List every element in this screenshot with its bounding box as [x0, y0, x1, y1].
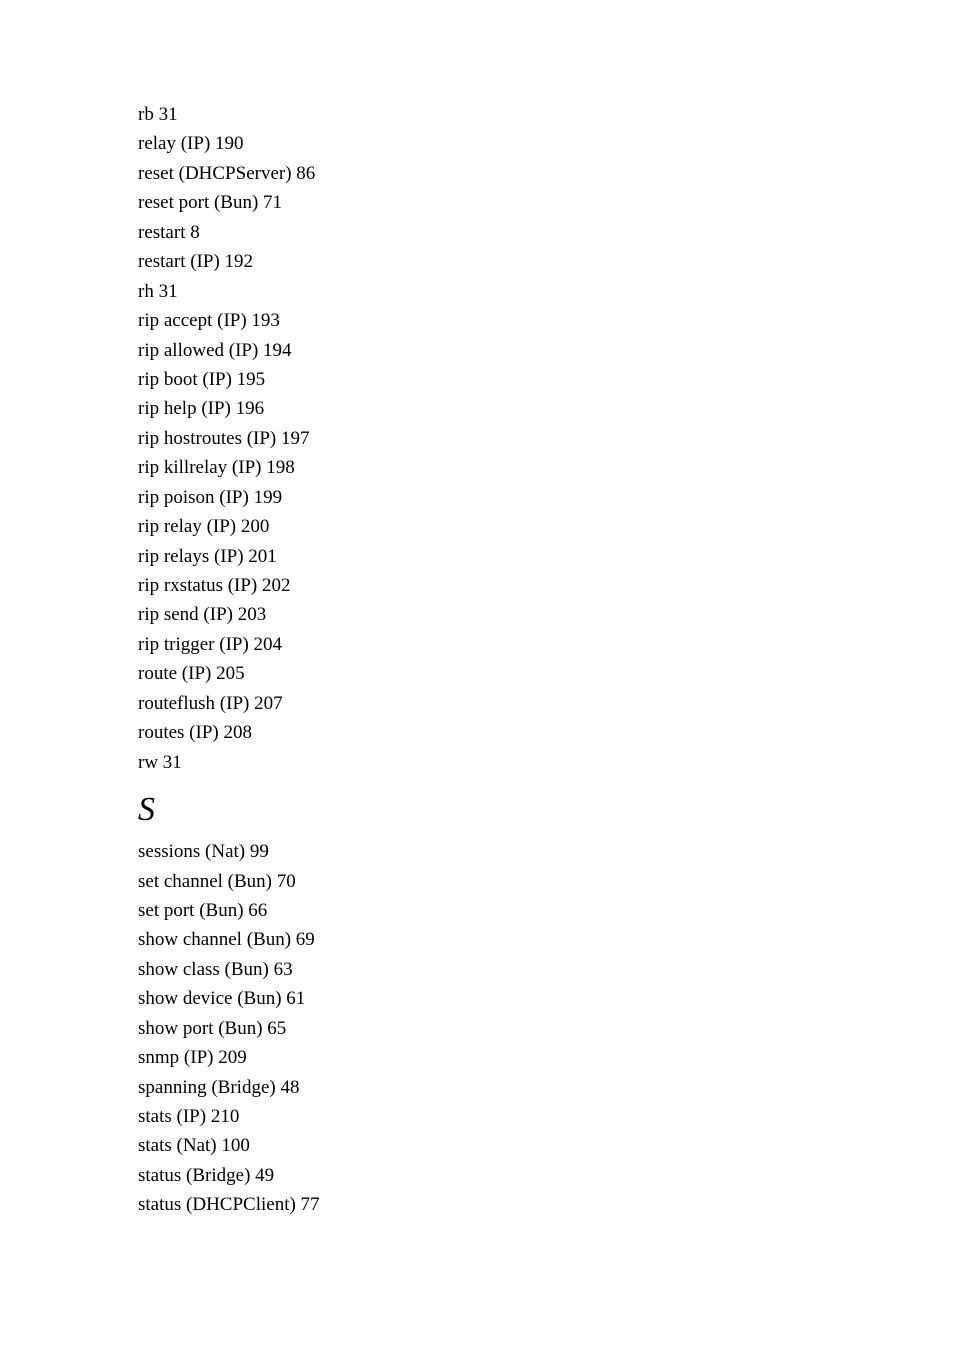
index-entry: rip accept (IP) 193 — [138, 306, 954, 335]
index-entry: rip trigger (IP) 204 — [138, 630, 954, 659]
index-entry: rip poison (IP) 199 — [138, 483, 954, 512]
index-entry: show channel (Bun) 69 — [138, 925, 954, 954]
index-entry: rw 31 — [138, 748, 954, 777]
index-entry: routes (IP) 208 — [138, 718, 954, 747]
index-entry: rip relay (IP) 200 — [138, 512, 954, 541]
index-entry: set channel (Bun) 70 — [138, 867, 954, 896]
index-entry: rip rxstatus (IP) 202 — [138, 571, 954, 600]
index-entry: spanning (Bridge) 48 — [138, 1073, 954, 1102]
index-entry: rip help (IP) 196 — [138, 394, 954, 423]
index-entry: show port (Bun) 65 — [138, 1014, 954, 1043]
index-entry: reset port (Bun) 71 — [138, 188, 954, 217]
index-entry: rip killrelay (IP) 198 — [138, 453, 954, 482]
index-entry: snmp (IP) 209 — [138, 1043, 954, 1072]
index-entry: status (Bridge) 49 — [138, 1161, 954, 1190]
index-entry: restart (IP) 192 — [138, 247, 954, 276]
index-entry: relay (IP) 190 — [138, 129, 954, 158]
index-entry: show class (Bun) 63 — [138, 955, 954, 984]
index-entry: rb 31 — [138, 100, 954, 129]
index-entry: rip relays (IP) 201 — [138, 542, 954, 571]
index-entry: reset (DHCPServer) 86 — [138, 159, 954, 188]
index-entry: set port (Bun) 66 — [138, 896, 954, 925]
index-page: rb 31 relay (IP) 190 reset (DHCPServer) … — [0, 0, 954, 1220]
index-entry: rip send (IP) 203 — [138, 600, 954, 629]
index-entry: show device (Bun) 61 — [138, 984, 954, 1013]
index-entry: stats (Nat) 100 — [138, 1131, 954, 1160]
index-entry: restart 8 — [138, 218, 954, 247]
index-entry: rh 31 — [138, 277, 954, 306]
index-entry: rip allowed (IP) 194 — [138, 336, 954, 365]
index-entry: sessions (Nat) 99 — [138, 837, 954, 866]
index-entry: routeflush (IP) 207 — [138, 689, 954, 718]
index-entry: status (DHCPClient) 77 — [138, 1190, 954, 1219]
index-entry: rip hostroutes (IP) 197 — [138, 424, 954, 453]
index-entry: rip boot (IP) 195 — [138, 365, 954, 394]
section-heading-s: S — [138, 791, 954, 829]
index-entry: route (IP) 205 — [138, 659, 954, 688]
index-entry: stats (IP) 210 — [138, 1102, 954, 1131]
